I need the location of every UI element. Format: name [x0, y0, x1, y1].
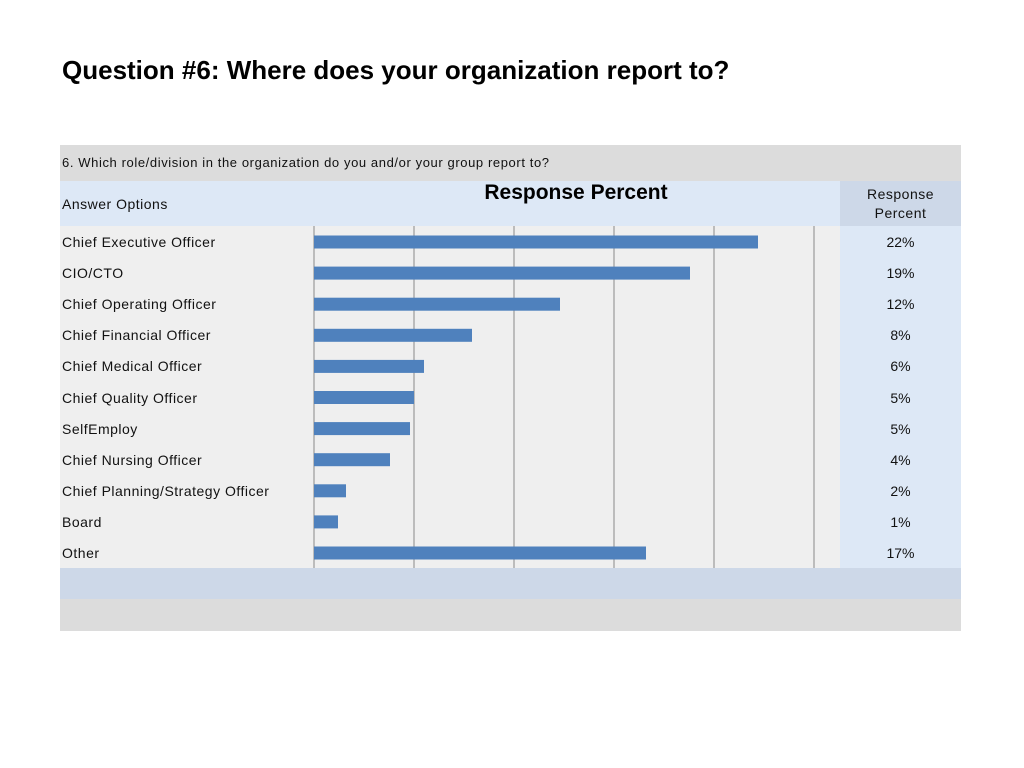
answer-options-header: Answer Options [62, 196, 168, 212]
response-percent-value: 22% [886, 234, 915, 250]
bar [314, 328, 472, 342]
response-percent-value: 5% [890, 389, 911, 406]
response-percent-value: 8% [890, 327, 911, 344]
bar [314, 297, 560, 311]
answer-option-label: Chief Operating Officer [62, 296, 217, 313]
answer-option-label: Chief Planning/Strategy Officer [62, 482, 270, 499]
answer-options-column: Chief Executive Officer CIO/CTO Chief Oper… [60, 226, 313, 568]
bar [314, 515, 338, 529]
bar [314, 484, 346, 498]
response-percent-value: 19% [886, 265, 915, 282]
answer-option-label: SelfEmploy [62, 420, 138, 437]
bar [314, 422, 410, 436]
chart-title: Response Percent [484, 181, 668, 204]
question-text: 6. Which role/division in the organizati… [62, 155, 550, 170]
response-percent-value: 6% [890, 358, 911, 375]
response-percent-value: 5% [890, 420, 911, 437]
bar [314, 391, 414, 404]
response-percent-value: 1% [890, 513, 911, 530]
question-row: 6. Which role/division in the organizati… [60, 145, 961, 181]
answer-option-label: Chief Quality Officer [62, 389, 198, 406]
bar [314, 359, 424, 373]
bar [314, 235, 758, 249]
response-percent-value: 4% [890, 451, 911, 468]
bar [314, 266, 690, 280]
bar [314, 453, 390, 467]
survey-table: 6. Which role/division in the organizati… [60, 145, 961, 631]
header-row: Answer Options Response Percent Response… [60, 181, 961, 226]
bar-chart: 0%5%10%15%20%25% [313, 226, 825, 593]
answer-option-label: Chief Executive Officer [62, 234, 216, 250]
chart-area: 0%5%10%15%20%25% [313, 226, 840, 593]
answer-option-label: Board [62, 513, 102, 530]
axis-row [60, 568, 961, 599]
answer-option-label: Chief Financial Officer [62, 327, 211, 344]
response-percent-header-line1: Response [866, 186, 935, 202]
bottom-row [60, 599, 961, 631]
response-percent-value: 2% [890, 482, 911, 499]
response-percent-header-line2: Percent [874, 205, 927, 221]
answer-option-label: Chief Nursing Officer [62, 451, 203, 468]
answer-option-label: Chief Medical Officer [62, 358, 203, 375]
response-percent-value: 17% [886, 545, 915, 561]
bar [314, 546, 646, 560]
answer-option-label: CIO/CTO [62, 265, 124, 282]
slide-title: Question #6: Where does your organizatio… [62, 55, 730, 85]
response-percent-header: Response Percent [840, 181, 961, 226]
answer-option-label: Other [62, 545, 100, 561]
response-percent-value: 12% [886, 296, 915, 313]
response-percent-column: 22% 19% 12% 8% 6% 5% 5% 4% 2% 1% 17% [840, 226, 961, 568]
